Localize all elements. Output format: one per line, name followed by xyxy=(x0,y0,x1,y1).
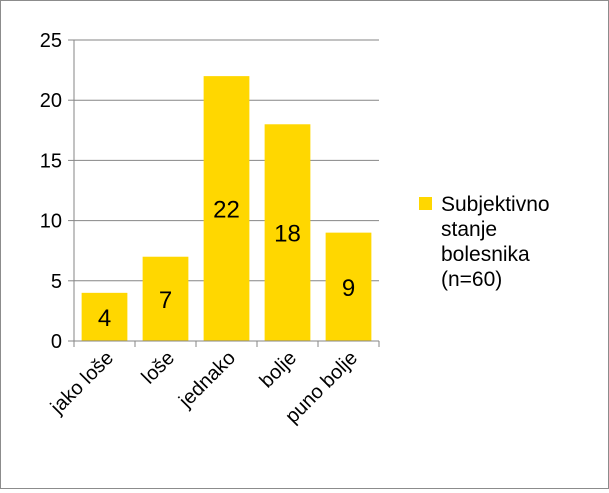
y-tick-label: 10 xyxy=(40,211,62,233)
legend-swatch xyxy=(419,197,432,210)
legend-label: (n=60) xyxy=(441,268,502,291)
y-tick-label: 15 xyxy=(40,150,62,172)
y-tick-label: 20 xyxy=(40,90,62,112)
bars xyxy=(81,76,372,342)
legend-label: Subjektivno xyxy=(441,193,550,216)
data-label: 9 xyxy=(342,275,355,302)
legend-label: stanje xyxy=(441,218,497,241)
y-tick-label: 25 xyxy=(40,30,62,52)
x-tick-label: bolje xyxy=(256,347,301,392)
bar xyxy=(264,124,311,341)
bar xyxy=(81,292,128,341)
bar xyxy=(325,232,372,341)
legend-label: bolesnika xyxy=(441,243,530,266)
data-label: 18 xyxy=(274,221,301,248)
labels: 0 5 10 15 20 25 4 jako loše 7 loše 22 jednako 18 bolj… xyxy=(40,30,362,428)
data-label: 4 xyxy=(98,305,111,332)
bar xyxy=(142,256,189,341)
data-label: 7 xyxy=(159,287,172,314)
data-label: 22 xyxy=(213,197,240,224)
x-tick-label: jednako xyxy=(174,347,240,413)
bar xyxy=(203,76,250,342)
x-tick-label: loše xyxy=(138,347,180,389)
y-tick-label: 0 xyxy=(51,331,62,353)
y-tick-label: 5 xyxy=(51,271,62,293)
x-tick-label: jako loše xyxy=(46,347,118,419)
axes xyxy=(68,39,380,347)
